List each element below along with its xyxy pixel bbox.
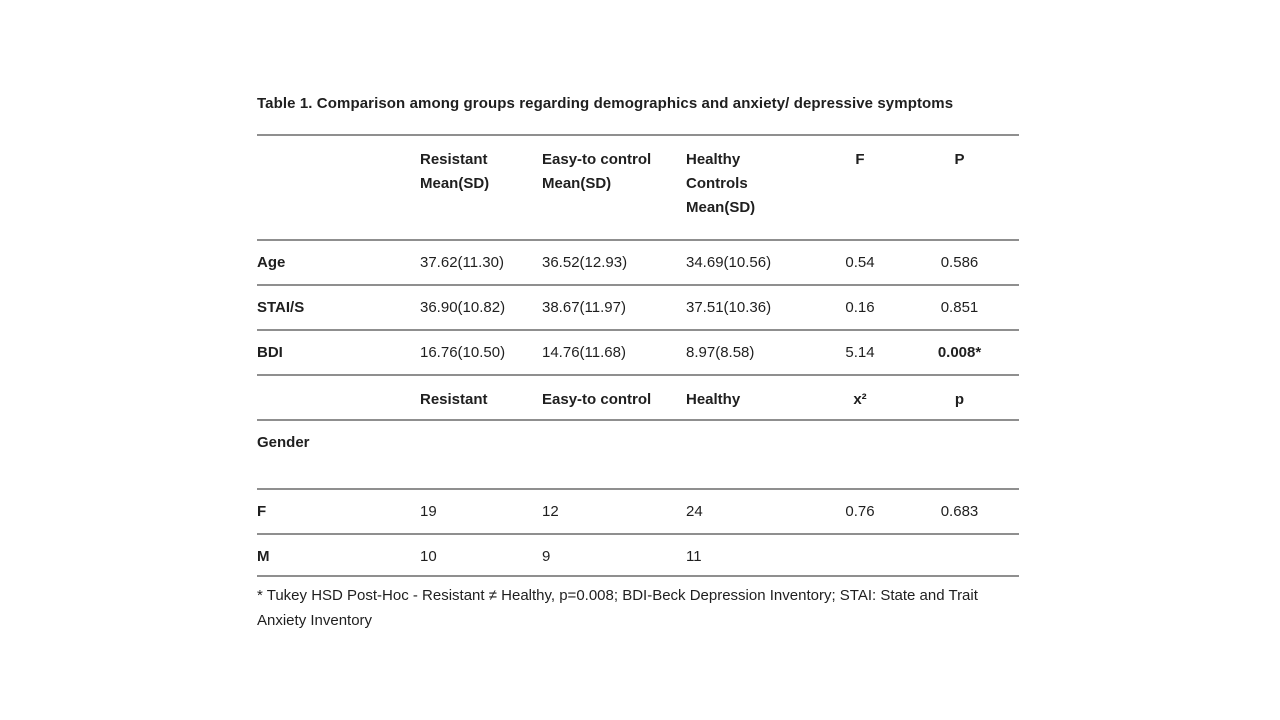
cell-age-easy: 36.52(12.93): [542, 254, 628, 271]
header-resistant: Resistant Mean(SD): [420, 151, 490, 192]
header2-empty-cell: [257, 375, 420, 420]
cell-stai-healthy: 37.51(10.36): [686, 299, 772, 316]
cell-gender-empty-3: [686, 420, 820, 489]
cell-bdi-easy: 14.76(11.68): [542, 344, 626, 361]
table-row-female: F 19 12 24 0.76 0.683: [257, 489, 1019, 534]
cell-age-p: 0.586: [940, 254, 979, 271]
table-row-age: Age 37.62(11.30) 36.52(12.93) 34.69(10.5…: [257, 240, 1019, 285]
cell-gender-empty-5: [900, 420, 1019, 489]
bdi-label: BDI: [257, 344, 283, 361]
table-footnote: * Tukey HSD Post-Hoc - Resistant ≠ Healt…: [257, 587, 978, 629]
header2-easy-to-control: Easy-to control: [542, 391, 652, 408]
header2-healthy: Healthy: [686, 391, 741, 408]
cell-male-easy: 9: [542, 548, 551, 565]
cell-female-resistant: 19: [420, 503, 437, 520]
table-row-stai: STAI/S 36.90(10.82) 38.67(11.97) 37.51(1…: [257, 285, 1019, 330]
header-easy-to-control: Easy-to control Mean(SD): [542, 151, 652, 192]
cell-bdi-resistant: 16.76(10.50): [420, 344, 506, 361]
gender-label: Gender: [257, 434, 310, 451]
cell-stai-resistant: 36.90(10.82): [420, 299, 506, 316]
cell-gender-empty-2: [542, 420, 686, 489]
cell-stai-f: 0.16: [845, 299, 875, 316]
cell-bdi-f: 5.14: [845, 344, 875, 361]
table-row-bdi: BDI 16.76(10.50) 14.76(11.68) 8.97(8.58)…: [257, 330, 1019, 375]
cell-gender-empty-1: [420, 420, 542, 489]
female-label: F: [257, 503, 267, 520]
cell-female-easy: 12: [542, 503, 559, 520]
comparison-table: Resistant Mean(SD) Easy-to control Mean(…: [257, 134, 1019, 577]
header-empty-cell: [257, 135, 420, 240]
male-label: M: [257, 548, 270, 565]
cell-gender-p: 0.683: [940, 503, 979, 520]
cell-male-healthy: 11: [686, 548, 702, 565]
cell-female-healthy: 24: [686, 503, 703, 520]
table-row-gender: Gender: [257, 420, 1019, 489]
cell-gender-empty-4: [820, 420, 900, 489]
cell-male-p-empty: [900, 534, 1019, 576]
table-title: Table 1. Comparison among groups regardi…: [257, 95, 954, 112]
cell-age-f: 0.54: [845, 254, 875, 271]
header-healthy-controls: Healthy Controls Mean(SD): [686, 151, 756, 216]
cell-male-resistant: 10: [420, 548, 437, 565]
cell-stai-easy: 38.67(11.97): [542, 299, 626, 316]
header-p-value: P: [954, 151, 965, 168]
cell-bdi-healthy: 8.97(8.58): [686, 344, 755, 361]
header-row-anova: Resistant Mean(SD) Easy-to control Mean(…: [257, 135, 1019, 240]
table-row-male: M 10 9 11: [257, 534, 1019, 576]
header2-chi-square: x²: [853, 391, 867, 408]
header2-resistant: Resistant: [420, 391, 488, 408]
cell-age-resistant: 37.62(11.30): [420, 254, 504, 271]
age-label: Age: [257, 254, 286, 271]
cell-gender-chi: 0.76: [845, 503, 875, 520]
header-row-chi-square: Resistant Easy-to control Healthy x² p: [257, 375, 1019, 420]
cell-male-chi-empty: [820, 534, 900, 576]
cell-bdi-p-significant: 0.008*: [937, 344, 982, 361]
stai-label: STAI/S: [257, 299, 305, 316]
header2-p-value: p: [954, 391, 965, 408]
table-figure: Table 1. Comparison among groups regardi…: [257, 96, 1019, 648]
cell-age-healthy: 34.69(10.56): [686, 254, 772, 271]
cell-stai-p: 0.851: [940, 299, 979, 316]
header-f-statistic: F: [855, 151, 865, 168]
